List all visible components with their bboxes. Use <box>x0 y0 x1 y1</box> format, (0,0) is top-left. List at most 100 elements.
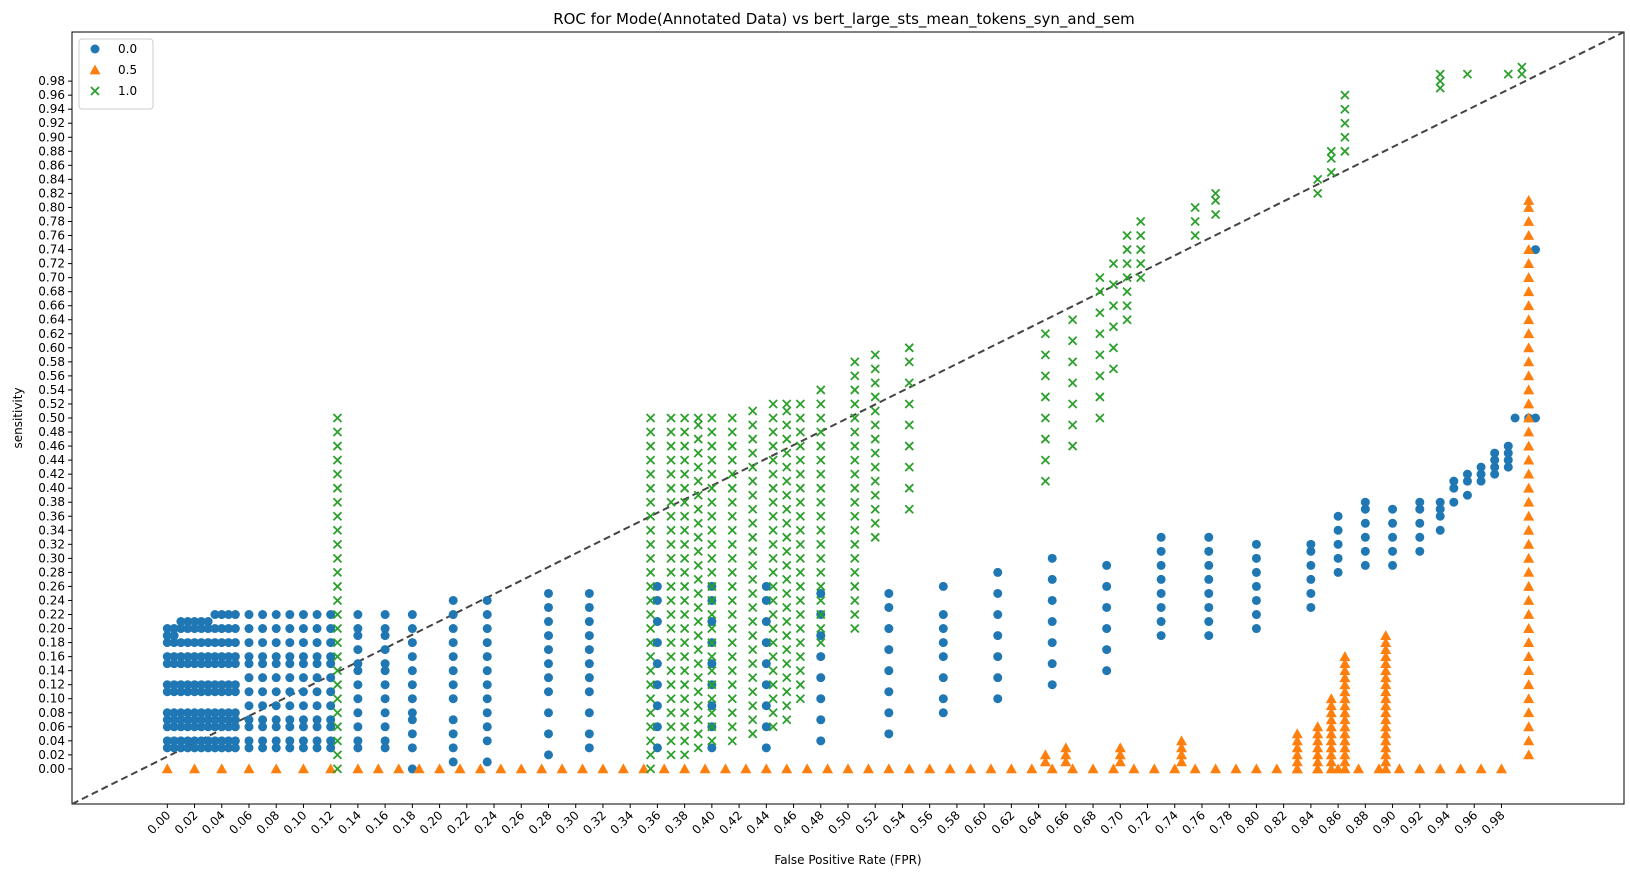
data-point-0.0 <box>244 715 254 725</box>
data-point-0.0 <box>196 652 206 662</box>
data-point-0.0 <box>176 736 186 746</box>
data-point-1.0 <box>1108 322 1119 332</box>
data-point-1.0 <box>870 434 880 444</box>
data-point-0.0 <box>176 687 186 697</box>
data-point-0.0 <box>1388 560 1398 570</box>
data-point-0.0 <box>1531 413 1541 423</box>
data-point-0.0 <box>298 687 308 697</box>
data-point-1.0 <box>768 413 778 423</box>
data-point-1.0 <box>645 469 656 479</box>
data-point-0.0 <box>407 743 417 753</box>
data-point-1.0 <box>795 455 805 465</box>
data-point-0.5 <box>822 763 834 774</box>
data-point-1.0 <box>727 441 737 451</box>
y-tick-label: 0.40 <box>38 481 65 495</box>
data-point-1.0 <box>795 469 805 479</box>
data-point-0.0 <box>761 595 771 605</box>
data-point-0.0 <box>271 701 281 711</box>
data-point-0.5 <box>536 763 548 774</box>
data-point-1.0 <box>727 581 737 592</box>
y-tick-label: 0.54 <box>38 383 65 397</box>
data-point-1.0 <box>782 588 792 599</box>
data-point-0.5 <box>1523 721 1535 732</box>
data-point-1.0 <box>693 518 703 528</box>
data-point-1.0 <box>870 350 880 360</box>
data-point-0.0 <box>176 743 186 753</box>
data-point-1.0 <box>693 687 703 697</box>
data-point-0.0 <box>761 581 771 591</box>
data-point-0.0 <box>448 638 458 648</box>
data-point-0.5 <box>1339 721 1351 732</box>
data-point-1.0 <box>1517 62 1527 72</box>
data-point-0.0 <box>271 610 281 620</box>
data-point-1.0 <box>782 687 792 697</box>
data-point-0.0 <box>1462 476 1472 486</box>
data-point-1.0 <box>693 560 703 571</box>
data-point-0.0 <box>353 666 363 676</box>
data-point-1.0 <box>332 469 343 479</box>
legend-label: 1.0 <box>118 84 137 98</box>
data-point-0.0 <box>312 715 322 725</box>
data-point-1.0 <box>679 483 690 493</box>
data-point-1.0 <box>645 567 656 578</box>
data-point-0.0 <box>1306 560 1316 570</box>
data-point-0.0 <box>448 729 458 739</box>
data-point-1.0 <box>693 413 703 423</box>
data-point-1.0 <box>727 722 737 732</box>
data-point-1.0 <box>795 567 805 578</box>
data-point-0.5 <box>1114 742 1126 753</box>
chart-title: ROC for Mode(Annotated Data) vs bert_lar… <box>553 10 1135 29</box>
data-point-0.5 <box>1523 679 1535 690</box>
data-point-0.0 <box>448 624 458 634</box>
data-point-0.0 <box>203 659 213 669</box>
data-point-0.0 <box>326 736 336 746</box>
data-point-0.0 <box>1435 497 1445 507</box>
data-point-0.0 <box>1306 574 1316 584</box>
data-point-1.0 <box>870 364 880 374</box>
data-point-0.0 <box>1360 497 1370 507</box>
data-point-0.0 <box>884 708 894 718</box>
data-point-0.0 <box>1251 553 1261 563</box>
data-point-1.0 <box>904 504 914 514</box>
data-point-0.0 <box>298 673 308 683</box>
data-point-0.0 <box>176 624 186 634</box>
data-point-1.0 <box>645 413 656 423</box>
data-point-0.5 <box>1339 693 1351 704</box>
data-point-1.0 <box>768 455 778 465</box>
data-point-0.5 <box>1380 637 1392 647</box>
data-point-0.0 <box>183 722 193 732</box>
data-point-1.0 <box>1067 336 1078 346</box>
data-point-1.0 <box>666 736 676 746</box>
data-point-1.0 <box>768 399 778 409</box>
data-point-0.0 <box>312 659 322 669</box>
data-point-1.0 <box>332 497 343 507</box>
data-point-1.0 <box>904 399 914 409</box>
data-point-1.0 <box>1095 308 1105 318</box>
data-point-0.0 <box>244 743 254 753</box>
data-point-0.5 <box>1523 482 1535 493</box>
data-point-0.0 <box>407 652 417 662</box>
data-point-1.0 <box>645 539 656 549</box>
y-tick-label: 0.52 <box>38 397 65 411</box>
data-point-0.5 <box>740 763 752 774</box>
data-point-1.0 <box>795 581 805 592</box>
data-point-1.0 <box>332 623 343 634</box>
data-point-1.0 <box>748 658 758 669</box>
data-point-0.0 <box>203 687 213 697</box>
data-point-1.0 <box>816 385 826 395</box>
data-point-0.5 <box>1523 510 1535 521</box>
data-point-0.5 <box>1325 714 1337 725</box>
data-point-1.0 <box>850 371 860 381</box>
data-point-1.0 <box>332 511 343 521</box>
data-point-0.0 <box>176 659 186 669</box>
data-point-0.0 <box>1490 455 1500 465</box>
data-point-0.0 <box>224 610 234 620</box>
data-point-1.0 <box>707 623 717 634</box>
data-point-0.5 <box>1291 742 1303 753</box>
data-point-0.5 <box>434 763 446 774</box>
data-point-1.0 <box>768 680 778 690</box>
data-point-1.0 <box>1067 441 1078 451</box>
data-point-0.0 <box>1462 490 1472 500</box>
data-point-0.5 <box>1414 763 1426 774</box>
data-point-0.0 <box>1415 497 1425 507</box>
